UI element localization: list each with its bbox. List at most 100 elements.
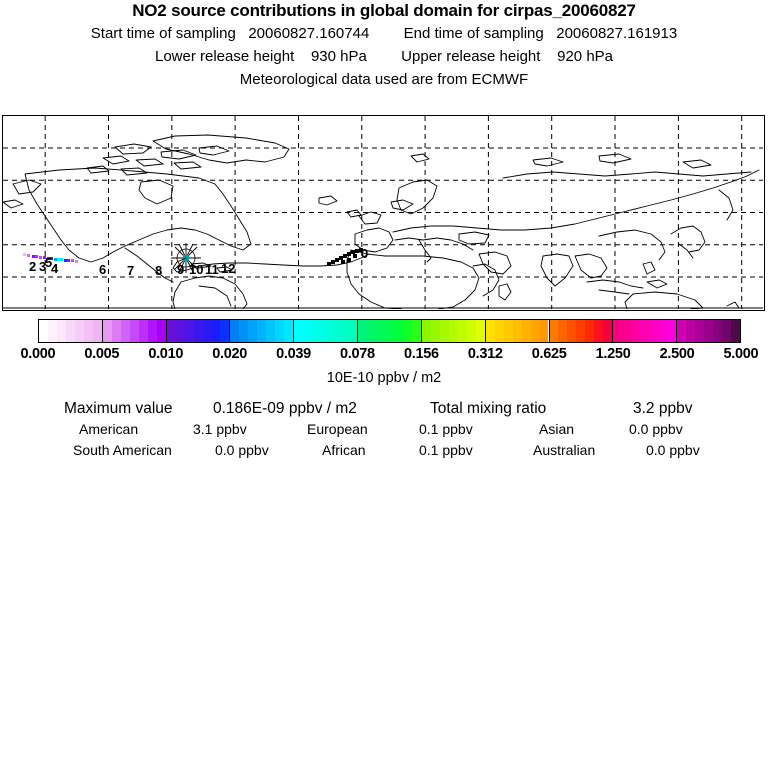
colorbar-step-2-2 <box>184 320 194 342</box>
stats-row-regions-1: American 3.1 ppbv European 0.1 ppbv Asia… <box>0 419 768 440</box>
colorbar-step-7-3 <box>512 320 522 342</box>
colorbar-step-7-6 <box>539 320 549 342</box>
colorbar-band-0 <box>39 320 103 342</box>
colorbar-band-10 <box>677 320 740 342</box>
end-time-label: End time of sampling <box>403 25 544 42</box>
colorbar-band-1 <box>102 320 167 342</box>
colorbar-tick-10: 2.500 <box>659 346 695 362</box>
colorbar-band-2 <box>166 320 231 342</box>
colorbar-step-8-6 <box>603 320 613 342</box>
colorbar-step-4-0 <box>294 320 304 342</box>
svg-text:8: 8 <box>155 263 162 278</box>
end-time-value: 20060827.161913 <box>556 25 678 42</box>
colorbar-step-3-2 <box>248 320 258 342</box>
colorbar-step-6-2 <box>439 320 449 342</box>
colorbar-tick-8: 0.625 <box>531 346 567 362</box>
region-label-australian: Australian <box>533 442 596 458</box>
max-value-label: Maximum value <box>64 400 173 417</box>
world-map-svg: 2 3 4 5 6 7 8 9 10 11 12 0 <box>3 116 763 309</box>
page-title: NO2 source contributions in global domai… <box>132 1 636 20</box>
colorbar-step-6-4 <box>457 320 467 342</box>
max-value-value: 0.186E-09 ppbv / m2 <box>213 400 357 417</box>
colorbar-wrap <box>38 319 741 343</box>
colorbar-step-10-0 <box>677 320 687 342</box>
colorbar-units-label: 10E-10 ppbv / m2 <box>326 370 442 386</box>
statistics-block: Maximum value 0.186E-09 ppbv / m2 Total … <box>0 398 768 461</box>
colorbar-step-10-5 <box>721 320 731 342</box>
colorbar-step-10-2 <box>695 320 705 342</box>
region-label-european: European <box>307 421 368 437</box>
colorbar-step-3-3 <box>257 320 267 342</box>
upper-release-value: 920 hPa <box>557 48 614 65</box>
release-height-line: Lower release height 930 hPa Upper relea… <box>0 45 768 68</box>
colorbar-step-4-1 <box>303 320 313 342</box>
colorbar-step-2-0 <box>166 320 176 342</box>
region-label-south-american: South American <box>73 442 172 458</box>
colorbar-step-9-5 <box>658 320 668 342</box>
colorbar-step-6-3 <box>448 320 458 342</box>
colorbar-step-8-2 <box>567 320 577 342</box>
colorbar-step-0-5 <box>83 320 93 342</box>
start-time-value: 20060827.160744 <box>248 25 370 42</box>
colorbar-tick-9: 1.250 <box>595 346 631 362</box>
lower-release-value: 930 hPa <box>310 48 367 65</box>
colorbar-step-7-4 <box>521 320 531 342</box>
region-value-australian: 0.0 ppbv <box>646 442 700 458</box>
upper-release-label: Upper release height <box>401 48 541 65</box>
colorbar-band-8 <box>549 320 614 342</box>
colorbar-step-4-3 <box>321 320 331 342</box>
colorbar-tick-11: 5.000 <box>723 346 759 362</box>
latitude-gridlines <box>3 147 763 278</box>
colorbar-step-1-0 <box>102 320 112 342</box>
colorbar <box>38 319 741 343</box>
map-panel[interactable]: 2 3 4 5 6 7 8 9 10 11 12 0 <box>2 115 765 311</box>
svg-text:0: 0 <box>361 246 368 261</box>
colorbar-step-5-4 <box>393 320 403 342</box>
colorbar-step-4-5 <box>339 320 349 342</box>
region-value-african: 0.1 ppbv <box>419 442 473 458</box>
colorbar-step-5-3 <box>384 320 394 342</box>
colorbar-step-7-5 <box>530 320 540 342</box>
colorbar-step-7-2 <box>503 320 513 342</box>
colorbar-step-4-2 <box>312 320 322 342</box>
svg-text:9: 9 <box>177 262 184 277</box>
svg-text:6: 6 <box>99 262 106 277</box>
colorbar-band-5 <box>358 320 422 342</box>
total-mixing-ratio-value: 3.2 ppbv <box>633 400 693 417</box>
colorbar-step-2-5 <box>211 320 221 342</box>
total-mixing-ratio-label: Total mixing ratio <box>430 400 547 417</box>
region-label-asian: Asian <box>539 421 575 437</box>
colorbar-band-4 <box>294 320 359 342</box>
start-time-label: Start time of sampling <box>90 25 236 42</box>
colorbar-step-0-3 <box>65 320 75 342</box>
colorbar-step-3-0 <box>230 320 240 342</box>
colorbar-step-6-1 <box>430 320 440 342</box>
colorbar-tick-4: 0.039 <box>276 346 311 362</box>
coastlines <box>3 134 763 309</box>
trajectory-end-cluster <box>327 248 363 266</box>
svg-text:5: 5 <box>45 255 52 270</box>
colorbar-step-3-5 <box>275 320 285 342</box>
region-value-asian: 0.0 ppbv <box>629 421 683 437</box>
colorbar-step-8-0 <box>549 320 559 342</box>
colorbar-step-6-6 <box>475 320 485 342</box>
svg-text:12: 12 <box>221 261 235 276</box>
colorbar-step-8-5 <box>594 320 604 342</box>
svg-text:11: 11 <box>205 262 219 277</box>
colorbar-step-0-6 <box>92 320 102 342</box>
colorbar-band-6 <box>421 320 486 342</box>
colorbar-step-9-3 <box>640 320 650 342</box>
colorbar-step-10-1 <box>686 320 696 342</box>
colorbar-step-1-6 <box>156 320 166 342</box>
colorbar-step-5-5 <box>402 320 412 342</box>
svg-text:7: 7 <box>127 263 134 278</box>
colorbar-tick-6: 0.156 <box>403 346 439 362</box>
colorbar-step-1-1 <box>111 320 121 342</box>
colorbar-step-2-4 <box>202 320 212 342</box>
colorbar-band-7 <box>485 320 550 342</box>
colorbar-step-7-0 <box>485 320 495 342</box>
colorbar-step-1-5 <box>147 320 157 342</box>
colorbar-step-2-6 <box>220 320 230 342</box>
region-label-american: American <box>79 421 139 437</box>
colorbar-step-5-0 <box>358 320 368 342</box>
